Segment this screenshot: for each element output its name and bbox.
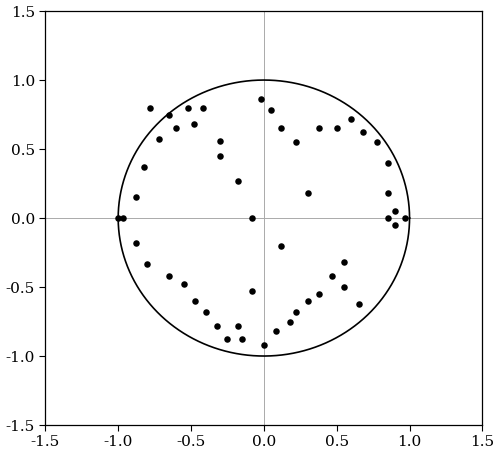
Point [304, 190, 312, 197]
Point [216, 137, 224, 144]
Point [328, 273, 336, 280]
Point [180, 281, 188, 288]
Point [165, 111, 173, 118]
Point [198, 104, 206, 111]
Point [165, 273, 173, 280]
Point [238, 336, 246, 343]
Point [340, 283, 348, 291]
Point [292, 138, 300, 146]
Point [332, 125, 340, 132]
Point [304, 297, 312, 304]
Point [216, 152, 224, 160]
Point [278, 242, 285, 249]
Point [172, 125, 180, 132]
Point [202, 308, 209, 315]
Point [248, 214, 256, 222]
Point [272, 328, 280, 335]
Point [401, 214, 409, 222]
Point [146, 104, 154, 111]
Point [391, 221, 399, 228]
Point [144, 260, 152, 267]
Point [155, 136, 163, 143]
Point [391, 207, 399, 215]
Point [132, 194, 140, 201]
Point [184, 104, 192, 111]
Point [257, 96, 265, 103]
Point [190, 121, 198, 128]
Point [359, 129, 367, 136]
Point [140, 163, 148, 171]
Point [340, 258, 348, 266]
Point [348, 115, 356, 122]
Point [132, 239, 140, 247]
Point [384, 214, 392, 222]
Point [192, 297, 200, 304]
Point [248, 288, 256, 295]
Point [213, 322, 221, 329]
Point [384, 159, 392, 167]
Point [260, 341, 268, 349]
Point [354, 300, 362, 307]
Point [286, 318, 294, 325]
Point [234, 177, 241, 184]
Point [234, 322, 241, 329]
Point [315, 290, 323, 298]
Point [118, 214, 126, 222]
Point [315, 125, 323, 132]
Point [114, 214, 122, 222]
Point [224, 336, 232, 343]
Point [267, 107, 275, 114]
Point [384, 190, 392, 197]
Point [292, 308, 300, 315]
Point [278, 125, 285, 132]
Point [374, 138, 382, 146]
